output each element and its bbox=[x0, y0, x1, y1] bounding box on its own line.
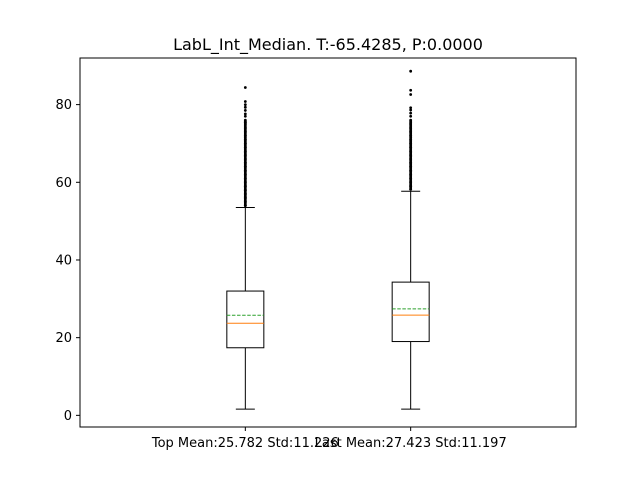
outlier-point bbox=[243, 165, 247, 169]
y-tick-label: 20 bbox=[55, 331, 72, 346]
box-group-2 bbox=[391, 69, 430, 410]
outlier-point bbox=[409, 69, 413, 73]
y-tick-label: 60 bbox=[55, 176, 72, 191]
outlier-point bbox=[409, 111, 413, 115]
outlier-point bbox=[409, 118, 413, 122]
outlier-point bbox=[243, 100, 247, 103]
plot-area bbox=[226, 69, 430, 410]
outlier-point bbox=[243, 196, 247, 200]
outlier-point bbox=[243, 134, 247, 138]
outlier-point bbox=[409, 187, 413, 191]
outlier-point bbox=[243, 204, 247, 208]
outlier-point bbox=[409, 149, 413, 153]
outlier-point bbox=[243, 173, 247, 176]
outlier-point bbox=[243, 122, 247, 126]
outlier-point bbox=[409, 165, 413, 169]
outlier-point bbox=[243, 112, 247, 116]
y-tick-label: 80 bbox=[55, 98, 72, 113]
outlier-point bbox=[243, 153, 247, 157]
outlier-point bbox=[409, 161, 413, 165]
y-axis: 0 20 40 60 80 bbox=[55, 98, 80, 424]
outlier-point bbox=[243, 200, 247, 204]
outlier-point bbox=[409, 130, 413, 134]
outlier-point bbox=[243, 138, 247, 141]
outlier-point bbox=[243, 184, 247, 188]
outlier-point bbox=[409, 180, 413, 184]
outlier-point bbox=[409, 153, 413, 157]
outlier-point bbox=[409, 177, 413, 180]
outlier-point bbox=[243, 145, 247, 149]
outlier-point bbox=[243, 114, 247, 118]
outlier-point bbox=[409, 138, 413, 141]
outlier-point bbox=[243, 188, 247, 192]
outlier-point bbox=[409, 169, 413, 173]
iqr-box bbox=[226, 290, 265, 349]
outlier-point bbox=[409, 126, 413, 130]
outlier-point bbox=[243, 86, 247, 89]
outlier-point bbox=[243, 109, 247, 112]
outlier-point bbox=[409, 88, 413, 92]
outlier-point bbox=[243, 161, 247, 165]
outlier-point bbox=[409, 108, 413, 112]
y-tick-label: 40 bbox=[55, 253, 72, 268]
outlier-point bbox=[243, 169, 247, 173]
outlier-point bbox=[243, 177, 247, 180]
x-tick-label: Last Mean:27.423 Std:11.197 bbox=[315, 436, 507, 451]
outlier-point bbox=[243, 126, 247, 130]
outlier-point bbox=[243, 142, 247, 145]
iqr-box bbox=[391, 281, 430, 343]
axes-frame bbox=[79, 57, 577, 428]
outlier-point bbox=[409, 122, 413, 126]
outlier-point bbox=[243, 105, 247, 109]
outlier-point bbox=[243, 157, 247, 161]
outlier-point bbox=[243, 118, 247, 122]
outlier-point bbox=[409, 145, 413, 149]
outlier-point bbox=[243, 149, 247, 153]
outlier-point bbox=[243, 130, 247, 134]
outlier-point bbox=[409, 142, 413, 145]
outlier-point bbox=[243, 192, 247, 196]
box-group-1 bbox=[226, 86, 265, 410]
y-tick-label: 0 bbox=[64, 409, 72, 424]
x-tick-label: Top Mean:25.782 Std:11.226 bbox=[151, 436, 339, 451]
outlier-point bbox=[409, 157, 413, 161]
outlier-point bbox=[243, 180, 247, 184]
outlier-point bbox=[409, 106, 413, 110]
outlier-point bbox=[409, 134, 413, 138]
outlier-point bbox=[409, 184, 413, 188]
outlier-point bbox=[409, 114, 413, 118]
outlier-point bbox=[243, 120, 247, 124]
outlier-point bbox=[409, 93, 413, 96]
outlier-point bbox=[409, 173, 413, 176]
chart-title: LabL_Int_Median. T:-65.4285, P:0.0000 bbox=[173, 35, 483, 55]
outlier-point bbox=[243, 103, 247, 107]
